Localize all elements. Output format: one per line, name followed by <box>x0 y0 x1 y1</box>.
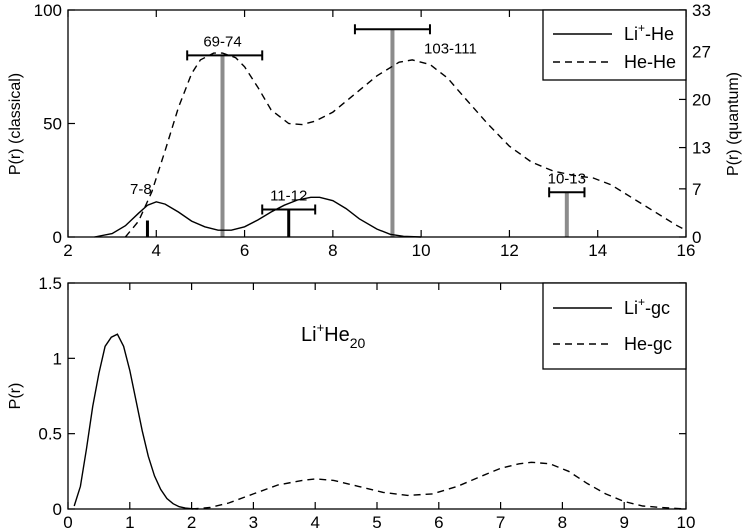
y-tick-label: 0 <box>53 500 62 519</box>
x-tick-label: 1 <box>125 513 134 532</box>
series-he-he-line <box>124 52 687 238</box>
series-he-gc-line <box>191 461 687 510</box>
y-tick-label: 0 <box>53 228 62 247</box>
top-chart-panel: 2 4 6 8 10 12 14 16 0 50 100 0 7 13 20 27 33 69-74 11-1… <box>7 1 742 260</box>
top-x-tick-labels: 2 4 6 8 10 12 14 16 <box>63 241 695 260</box>
bottom-y-axis-label: P(r) <box>7 383 24 410</box>
top-annotations: 69-74 11-12 103-111 10-13 7-8 <box>130 33 586 204</box>
y-tick-label: 1.5 <box>38 274 62 293</box>
top-y2-axis-label: P(r) (quantum) <box>725 72 742 176</box>
quantum-bars <box>145 24 586 237</box>
x-tick-label: 6 <box>434 513 443 532</box>
y2-tick-label: 7 <box>692 180 701 199</box>
y2-tick-label: 0 <box>692 228 701 247</box>
x-tick-label: 8 <box>558 513 567 532</box>
top-y-axis-label: P(r) (classical) <box>7 73 24 175</box>
x-tick-label: 3 <box>249 513 258 532</box>
bottom-legend-box <box>542 282 687 370</box>
bar-count-label: 10-13 <box>548 170 586 187</box>
y-tick-label: 1 <box>53 349 62 368</box>
x-tick-label: 6 <box>240 241 249 260</box>
x-tick-label: 0 <box>63 513 72 532</box>
bottom-legend: Li+-gc He-gc <box>542 282 687 370</box>
legend-li-gc-label: Li+-gc <box>624 295 670 318</box>
y2-tick-label: 27 <box>692 42 711 61</box>
x-tick-label: 10 <box>412 241 431 260</box>
x-tick-label: 10 <box>677 513 696 532</box>
x-tick-label: 5 <box>372 513 381 532</box>
legend-he-he-label: He-He <box>624 52 676 72</box>
annotation-label: 7-8 <box>130 181 152 198</box>
bottom-plot-frame <box>67 282 687 510</box>
y-tick-label: 0.5 <box>38 425 62 444</box>
system-label: Li+He20 <box>301 320 366 351</box>
top-y2-tick-labels: 0 7 13 20 27 33 <box>692 1 711 247</box>
x-tick-label: 14 <box>588 241 607 260</box>
bottom-chart-panel: 0 1 2 3 4 5 6 7 8 9 10 0 0.5 1 1.5 P(r) Li+He20 Li+-g… <box>7 274 695 532</box>
bottom-x-tick-labels: 0 1 2 3 4 5 6 7 8 9 10 <box>63 513 695 532</box>
legend-he-gc-label: He-gc <box>624 334 672 354</box>
top-legend: Li+-He He-He <box>542 9 687 81</box>
x-tick-label: 4 <box>152 241 161 260</box>
x-tick-label: 16 <box>677 241 696 260</box>
bottom-y-tick-labels: 0 0.5 1 1.5 <box>38 274 62 519</box>
x-tick-label: 9 <box>619 513 628 532</box>
series-li-gc-line <box>73 333 198 510</box>
bar-count-label: 103-111 <box>424 40 477 57</box>
bar-count-label: 11-12 <box>270 187 307 204</box>
x-tick-label: 12 <box>500 241 519 260</box>
x-tick-label: 4 <box>310 513 319 532</box>
x-tick-label: 2 <box>187 513 196 532</box>
top-legend-box <box>542 9 687 81</box>
y2-tick-label: 33 <box>692 1 711 20</box>
legend-li-he-label: Li+-He <box>624 21 674 44</box>
y2-tick-label: 20 <box>692 90 711 109</box>
top-y-tick-labels: 0 50 100 <box>34 1 62 247</box>
top-plot-frame <box>67 9 687 238</box>
bar-count-label: 69-74 <box>203 33 241 50</box>
y2-tick-label: 13 <box>692 139 711 158</box>
x-tick-label: 7 <box>496 513 505 532</box>
y-tick-label: 100 <box>34 1 62 20</box>
y-tick-label: 50 <box>43 115 62 134</box>
series-li-he-line <box>94 196 422 238</box>
x-tick-label: 8 <box>328 241 337 260</box>
x-tick-label: 2 <box>63 241 72 260</box>
